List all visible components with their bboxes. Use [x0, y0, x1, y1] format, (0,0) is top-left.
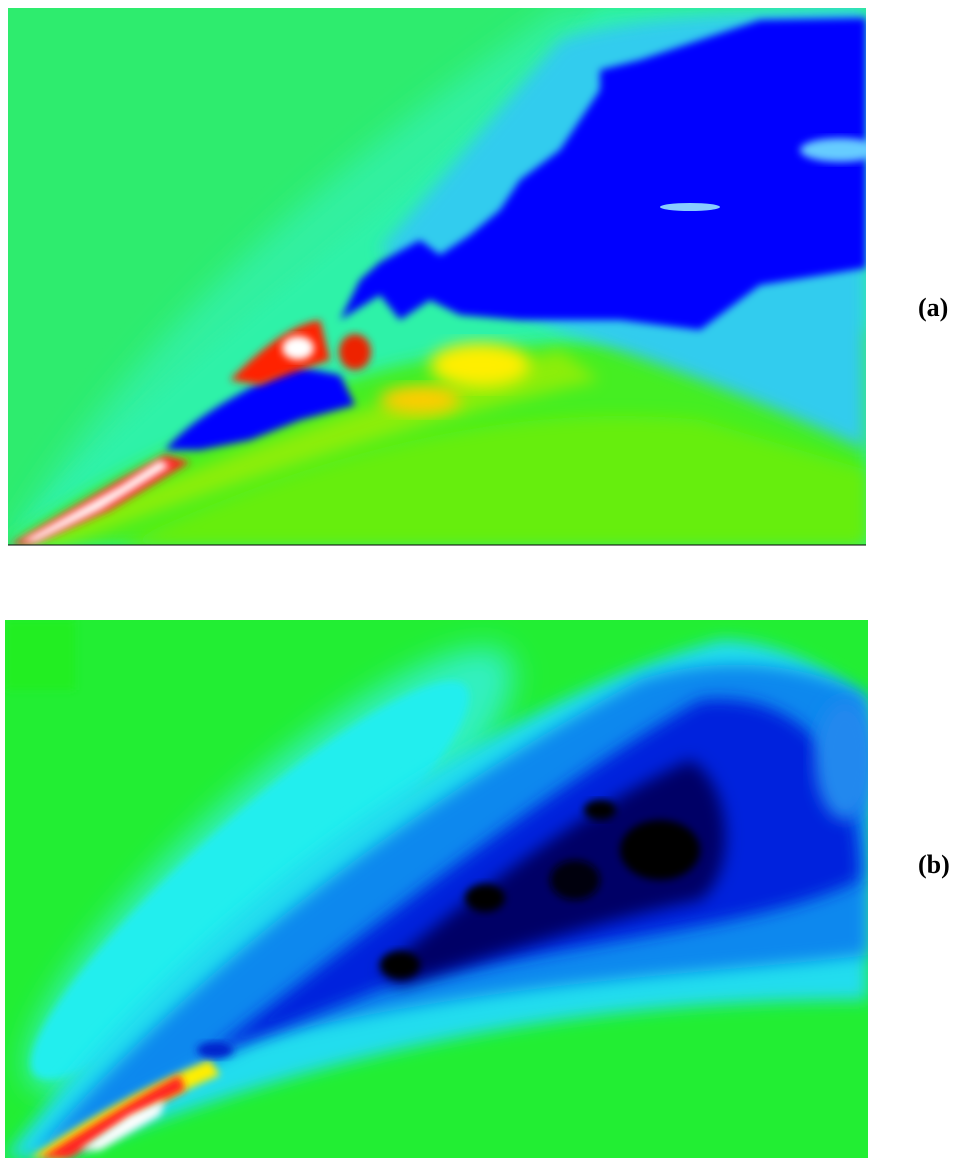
contour-plots — [0, 0, 959, 1158]
panel-label: (a) — [918, 293, 948, 323]
figure: (a) (b) — [0, 0, 959, 1158]
panel-b-plot — [0, 596, 875, 1158]
panel-a-plot — [8, 8, 880, 545]
panel-label: (b) — [918, 850, 950, 880]
